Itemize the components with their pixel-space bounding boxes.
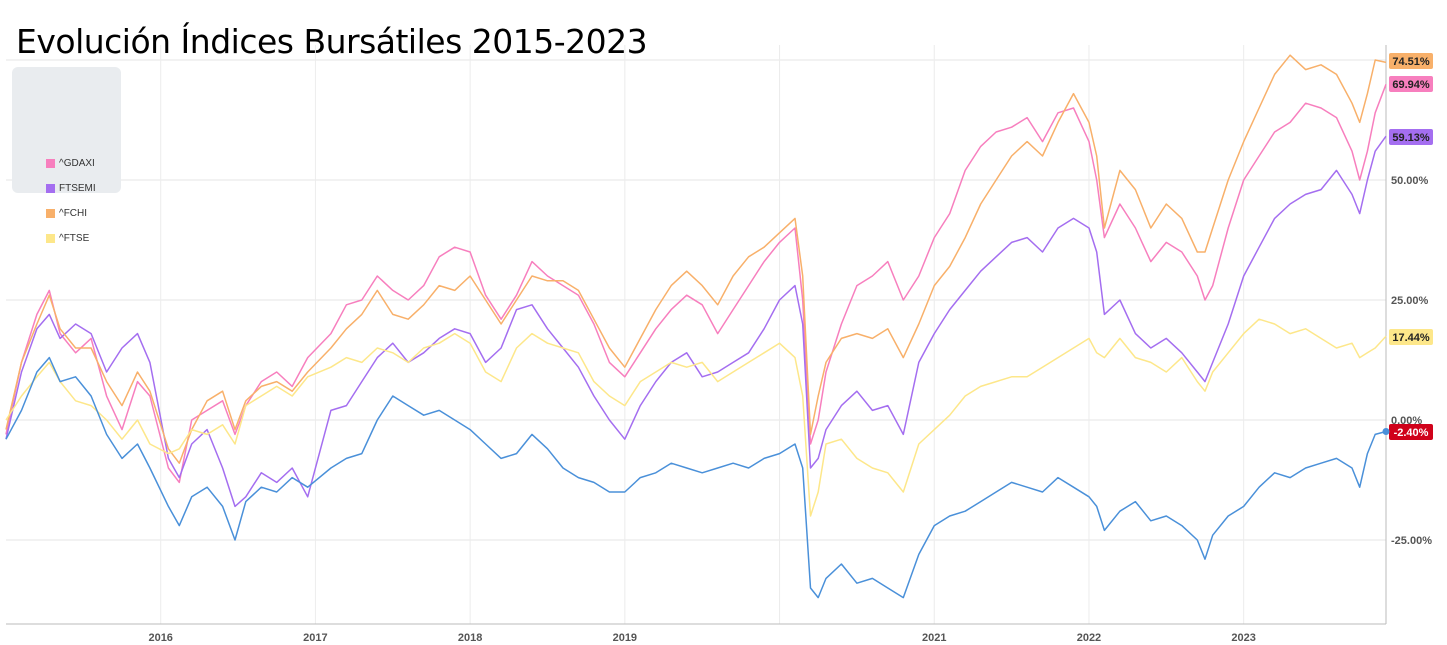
- series-line-blue: [5, 356, 1387, 599]
- end-value-badge: 59.13%: [1389, 129, 1433, 145]
- y-tick-label: 50.00%: [1391, 175, 1429, 187]
- legend-label: ^FCHI: [59, 207, 88, 219]
- legend-item-ftsemi[interactable]: FTSEMI: [46, 181, 96, 195]
- axes: 2016 2017 2018 2019 2021 2022 2023 50.00% 25.00%…: [6, 45, 1432, 644]
- y-tick-label: 25.00%: [1391, 295, 1429, 307]
- series-lines: [5, 54, 1387, 599]
- legend-label: ^GDAXI: [59, 157, 95, 169]
- legend: ^GDAXI FTSEMI ^FCHI ^FTSE: [12, 67, 121, 244]
- badge-value: 69.94%: [1392, 79, 1430, 91]
- badge-background: [1389, 424, 1433, 440]
- series-line-fchi: [5, 54, 1387, 464]
- badge-background: [1389, 329, 1433, 345]
- legend-item-ftse[interactable]: ^FTSE: [46, 231, 89, 245]
- series-line-ftsemi: [5, 135, 1387, 508]
- x-tick-label: 2018: [458, 632, 482, 644]
- legend-label: ^FTSE: [59, 232, 90, 244]
- x-tick-label: 2022: [1077, 632, 1101, 644]
- x-tick-label: 2016: [148, 632, 172, 644]
- series-line-ftse: [5, 318, 1387, 517]
- badge-background: [1389, 129, 1433, 145]
- badge-value: -2.40%: [1394, 427, 1429, 439]
- end-value-badge: 69.94%: [1389, 76, 1433, 92]
- legend-swatch: [46, 208, 55, 218]
- series-line-gdaxi: [5, 84, 1387, 484]
- end-value-badge: 17.44%: [1389, 329, 1433, 345]
- badge-value: 74.51%: [1392, 56, 1430, 68]
- end-point-marker: [1382, 428, 1390, 436]
- grid-lines: [6, 45, 1386, 624]
- badge-value: 59.13%: [1392, 132, 1430, 144]
- x-tick-label: 2017: [303, 632, 327, 644]
- badge-background: [1389, 53, 1433, 69]
- x-tick-label: 2019: [613, 632, 637, 644]
- legend-item-gdaxi[interactable]: ^GDAXI: [46, 156, 95, 170]
- y-tick-label: -25.00%: [1391, 535, 1432, 547]
- x-tick-label: 2023: [1231, 632, 1255, 644]
- badge-background: [1389, 76, 1433, 92]
- legend-label: FTSEMI: [59, 182, 96, 194]
- end-value-badge: 74.51%: [1389, 53, 1433, 69]
- legend-swatch: [46, 183, 55, 193]
- chart-title: Evolución Índices Bursátiles 2015-2023: [16, 22, 648, 61]
- end-value-badge: -2.40%: [1382, 424, 1433, 440]
- badge-value: 17.44%: [1392, 332, 1430, 344]
- legend-swatch: [46, 233, 55, 243]
- legend-swatch: [46, 158, 55, 168]
- legend-item-fchi[interactable]: ^FCHI: [46, 206, 87, 220]
- x-tick-label: 2021: [922, 632, 946, 644]
- end-value-labels: 69.94% 59.13% 74.51% 17.44% -2.40%: [1382, 53, 1433, 440]
